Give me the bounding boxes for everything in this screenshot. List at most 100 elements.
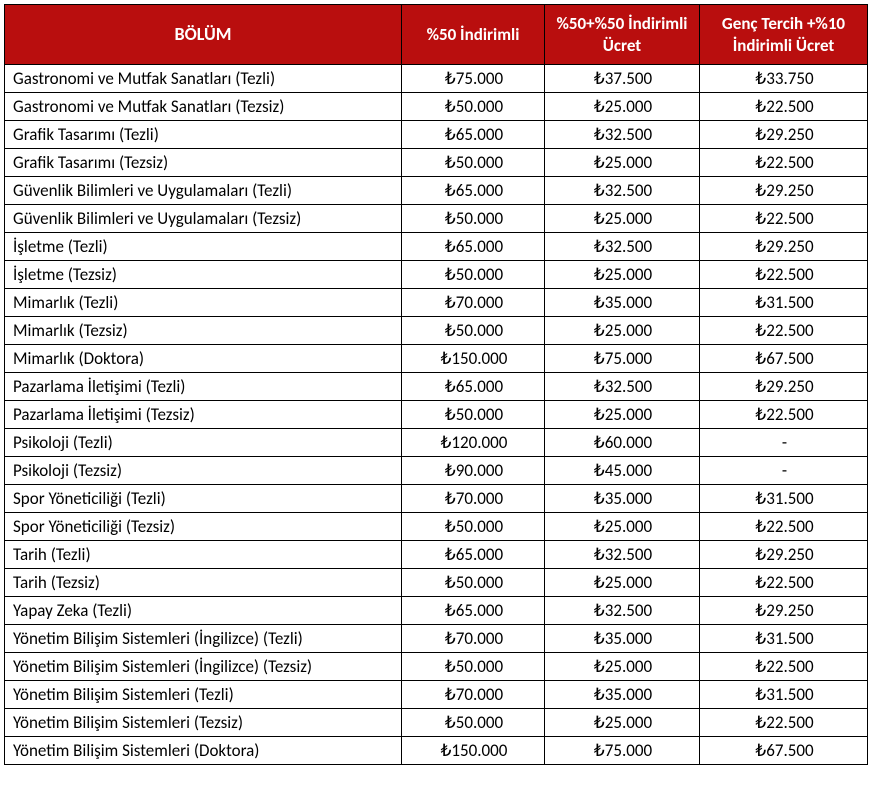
program-name: Güvenlik Bilimleri ve Uygulamaları (Tezl… [5, 177, 402, 205]
price-cell: ₺22.500 [700, 317, 868, 345]
price-cell: ₺25.000 [545, 569, 700, 597]
price-cell: ₺29.250 [700, 597, 868, 625]
program-name: Mimarlık (Tezsiz) [5, 317, 402, 345]
program-name: Pazarlama İletişimi (Tezsiz) [5, 401, 402, 429]
price-cell: ₺22.500 [700, 653, 868, 681]
program-name: Yönetim Bilişim Sistemleri (Tezli) [5, 681, 402, 709]
price-cell: ₺32.500 [545, 121, 700, 149]
program-name: Güvenlik Bilimleri ve Uygulamaları (Tezs… [5, 205, 402, 233]
price-cell: ₺120.000 [402, 429, 545, 457]
table-row: Yapay Zeka (Tezli)₺65.000₺32.500₺29.250 [5, 597, 868, 625]
program-name: Tarih (Tezsiz) [5, 569, 402, 597]
price-cell: ₺32.500 [545, 233, 700, 261]
price-cell: ₺65.000 [402, 541, 545, 569]
price-cell: ₺45.000 [545, 457, 700, 485]
program-name: İşletme (Tezli) [5, 233, 402, 261]
table-row: Psikoloji (Tezsiz)₺90.000₺45.000- [5, 457, 868, 485]
price-cell: ₺22.500 [700, 205, 868, 233]
price-cell: ₺32.500 [545, 373, 700, 401]
price-cell: ₺29.250 [700, 233, 868, 261]
price-cell: ₺22.500 [700, 93, 868, 121]
table-row: Spor Yöneticiliği (Tezli)₺70.000₺35.000₺… [5, 485, 868, 513]
price-cell: ₺65.000 [402, 373, 545, 401]
price-cell: ₺60.000 [545, 429, 700, 457]
price-cell: ₺35.000 [545, 681, 700, 709]
table-row: Güvenlik Bilimleri ve Uygulamaları (Tezl… [5, 177, 868, 205]
price-cell: ₺75.000 [545, 737, 700, 765]
price-cell: ₺29.250 [700, 541, 868, 569]
price-cell: ₺65.000 [402, 597, 545, 625]
table-row: Yönetim Bilişim Sistemleri (İngilizce) (… [5, 653, 868, 681]
price-cell: ₺150.000 [402, 737, 545, 765]
price-cell: ₺32.500 [545, 177, 700, 205]
price-cell: ₺70.000 [402, 289, 545, 317]
program-name: Pazarlama İletişimi (Tezli) [5, 373, 402, 401]
program-name: Gastronomi ve Mutfak Sanatları (Tezli) [5, 65, 402, 93]
program-name: Spor Yöneticiliği (Tezsiz) [5, 513, 402, 541]
price-cell: ₺50.000 [402, 513, 545, 541]
price-cell: ₺31.500 [700, 485, 868, 513]
program-name: Spor Yöneticiliği (Tezli) [5, 485, 402, 513]
table-row: Spor Yöneticiliği (Tezsiz)₺50.000₺25.000… [5, 513, 868, 541]
price-cell: ₺25.000 [545, 261, 700, 289]
table-row: Yönetim Bilişim Sistemleri (Tezsiz)₺50.0… [5, 709, 868, 737]
price-cell: ₺50.000 [402, 401, 545, 429]
price-cell: ₺31.500 [700, 289, 868, 317]
price-cell: ₺70.000 [402, 681, 545, 709]
program-name: Yönetim Bilişim Sistemleri (Tezsiz) [5, 709, 402, 737]
price-cell: ₺90.000 [402, 457, 545, 485]
price-cell: ₺32.500 [545, 541, 700, 569]
table-row: Tarih (Tezli)₺65.000₺32.500₺29.250 [5, 541, 868, 569]
col-header-genc-tercih: Genç Tercih +%10 İndirimli Ücret [700, 5, 868, 65]
price-cell: ₺75.000 [545, 345, 700, 373]
price-cell: ₺65.000 [402, 121, 545, 149]
table-row: Gastronomi ve Mutfak Sanatları (Tezli)₺7… [5, 65, 868, 93]
price-cell: ₺29.250 [700, 373, 868, 401]
price-cell: ₺67.500 [700, 345, 868, 373]
price-cell: ₺29.250 [700, 121, 868, 149]
price-cell: ₺31.500 [700, 625, 868, 653]
pricing-table: BÖLÜM %50 İndirimli %50+%50 İndirimli Üc… [4, 4, 868, 765]
table-header: BÖLÜM %50 İndirimli %50+%50 İndirimli Üc… [5, 5, 868, 65]
price-cell: ₺22.500 [700, 709, 868, 737]
table-row: Mimarlık (Tezli)₺70.000₺35.000₺31.500 [5, 289, 868, 317]
price-cell: ₺50.000 [402, 205, 545, 233]
table-row: Mimarlık (Doktora)₺150.000₺75.000₺67.500 [5, 345, 868, 373]
price-cell: ₺35.000 [545, 289, 700, 317]
price-cell: ₺32.500 [545, 597, 700, 625]
price-cell: ₺65.000 [402, 177, 545, 205]
price-cell: - [700, 429, 868, 457]
price-cell: ₺50.000 [402, 317, 545, 345]
price-cell: ₺65.000 [402, 233, 545, 261]
program-name: Yapay Zeka (Tezli) [5, 597, 402, 625]
price-cell: - [700, 457, 868, 485]
table-row: Yönetim Bilişim Sistemleri (İngilizce) (… [5, 625, 868, 653]
program-name: Grafik Tasarımı (Tezli) [5, 121, 402, 149]
table-row: Yönetim Bilişim Sistemleri (Tezli)₺70.00… [5, 681, 868, 709]
table-row: Psikoloji (Tezli)₺120.000₺60.000- [5, 429, 868, 457]
table-row: Grafik Tasarımı (Tezsiz)₺50.000₺25.000₺2… [5, 149, 868, 177]
table-row: Pazarlama İletişimi (Tezsiz)₺50.000₺25.0… [5, 401, 868, 429]
table-row: Güvenlik Bilimleri ve Uygulamaları (Tezs… [5, 205, 868, 233]
program-name: Yönetim Bilişim Sistemleri (İngilizce) (… [5, 653, 402, 681]
price-cell: ₺150.000 [402, 345, 545, 373]
table-row: Gastronomi ve Mutfak Sanatları (Tezsiz)₺… [5, 93, 868, 121]
price-cell: ₺25.000 [545, 709, 700, 737]
price-cell: ₺37.500 [545, 65, 700, 93]
price-cell: ₺22.500 [700, 513, 868, 541]
col-header-program: BÖLÜM [5, 5, 402, 65]
price-cell: ₺50.000 [402, 653, 545, 681]
price-cell: ₺29.250 [700, 177, 868, 205]
table-row: Pazarlama İletişimi (Tezli)₺65.000₺32.50… [5, 373, 868, 401]
program-name: Grafik Tasarımı (Tezsiz) [5, 149, 402, 177]
table-row: İşletme (Tezsiz)₺50.000₺25.000₺22.500 [5, 261, 868, 289]
price-cell: ₺35.000 [545, 625, 700, 653]
price-cell: ₺31.500 [700, 681, 868, 709]
price-cell: ₺25.000 [545, 317, 700, 345]
price-cell: ₺70.000 [402, 485, 545, 513]
price-cell: ₺67.500 [700, 737, 868, 765]
price-cell: ₺25.000 [545, 653, 700, 681]
table-row: İşletme (Tezli)₺65.000₺32.500₺29.250 [5, 233, 868, 261]
price-cell: ₺50.000 [402, 261, 545, 289]
price-cell: ₺50.000 [402, 569, 545, 597]
